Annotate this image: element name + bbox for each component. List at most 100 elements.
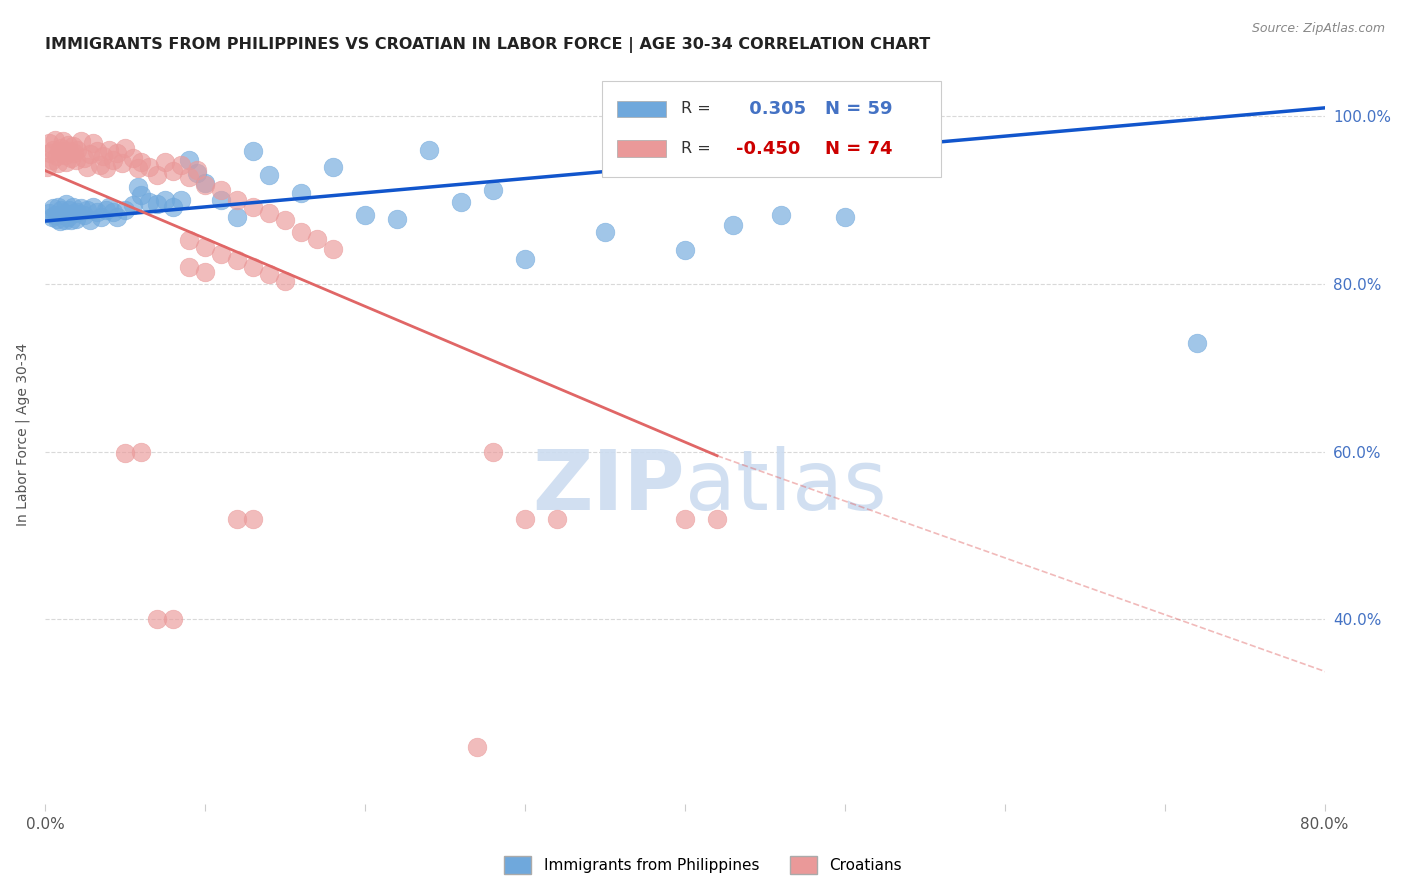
Point [127,161,149,176]
Point [114,446,136,460]
Point [56,210,79,224]
FancyBboxPatch shape [617,140,666,157]
FancyBboxPatch shape [617,101,666,117]
Point [1185,335,1208,350]
Point [259,168,281,182]
Point [170,158,193,172]
Legend: Immigrants from Philippines, Croatians: Immigrants from Philippines, Croatians [498,850,908,880]
Point [65,211,87,226]
Point [146,612,169,626]
Point [42,202,65,216]
Point [42,143,65,157]
Text: ZIP: ZIP [533,446,685,527]
Text: N = 59: N = 59 [824,100,891,118]
Point [66,143,89,157]
Text: Source: ZipAtlas.com: Source: ZipAtlas.com [1251,22,1385,36]
Point [90,210,112,224]
Point [170,193,193,207]
Y-axis label: In Labor Force | Age 30-34: In Labor Force | Age 30-34 [15,343,30,526]
Point [38,136,60,150]
Point [186,162,208,177]
Point [53,148,76,162]
Point [60,151,83,165]
Point [162,163,184,178]
Point [55,197,77,211]
Point [111,156,134,170]
Point [322,160,344,174]
Point [49,214,72,228]
Text: IMMIGRANTS FROM PHILIPPINES VS CROATIAN IN LABOR FORCE | AGE 30-34 CORRELATION C: IMMIGRANTS FROM PHILIPPINES VS CROATIAN … [45,37,931,54]
Point [155,155,177,169]
Point [41,210,63,224]
Point [179,233,201,247]
Point [186,166,208,180]
Point [96,161,118,176]
Point [387,211,409,226]
Point [114,203,136,218]
Point [79,147,101,161]
Point [98,143,121,157]
Point [162,612,184,626]
Point [242,260,264,274]
Point [58,145,80,159]
Point [226,511,249,525]
Point [53,213,76,227]
Point [82,136,104,150]
Point [46,200,69,214]
Point [259,206,281,220]
Point [290,186,312,201]
Text: 0.305: 0.305 [742,100,806,118]
Text: atlas: atlas [685,446,887,527]
Point [769,208,792,222]
Point [131,155,153,169]
Point [46,156,69,170]
Point [91,149,114,163]
Point [76,203,98,218]
Point [482,444,505,458]
Point [834,210,856,224]
Point [194,240,217,254]
Point [45,149,67,163]
Point [354,208,377,222]
Point [66,204,89,219]
Point [63,206,86,220]
Point [79,213,101,227]
Point [194,265,217,279]
Point [146,197,169,211]
Point [179,260,201,274]
Point [138,160,160,174]
Point [465,739,488,754]
Point [89,158,111,172]
Point [62,200,84,214]
Point [242,511,264,525]
Point [274,273,297,287]
Point [86,204,108,219]
Point [290,225,312,239]
Point [73,151,96,165]
Point [450,194,472,209]
Point [69,202,91,216]
Point [673,244,696,258]
Point [138,194,160,209]
Point [65,153,87,167]
Point [101,153,124,167]
Point [101,204,124,219]
Point [56,137,79,152]
Point [44,133,66,147]
Point [515,511,537,525]
Text: R =: R = [682,141,711,156]
Point [76,160,98,174]
Point [546,511,568,525]
Point [52,135,75,149]
Point [721,218,744,232]
Point [60,213,83,227]
Point [179,153,201,167]
Point [41,153,63,167]
Point [209,246,232,260]
Point [226,193,249,207]
Point [52,208,75,222]
Point [63,146,86,161]
Point [69,135,91,149]
Point [127,179,149,194]
Point [482,183,505,197]
